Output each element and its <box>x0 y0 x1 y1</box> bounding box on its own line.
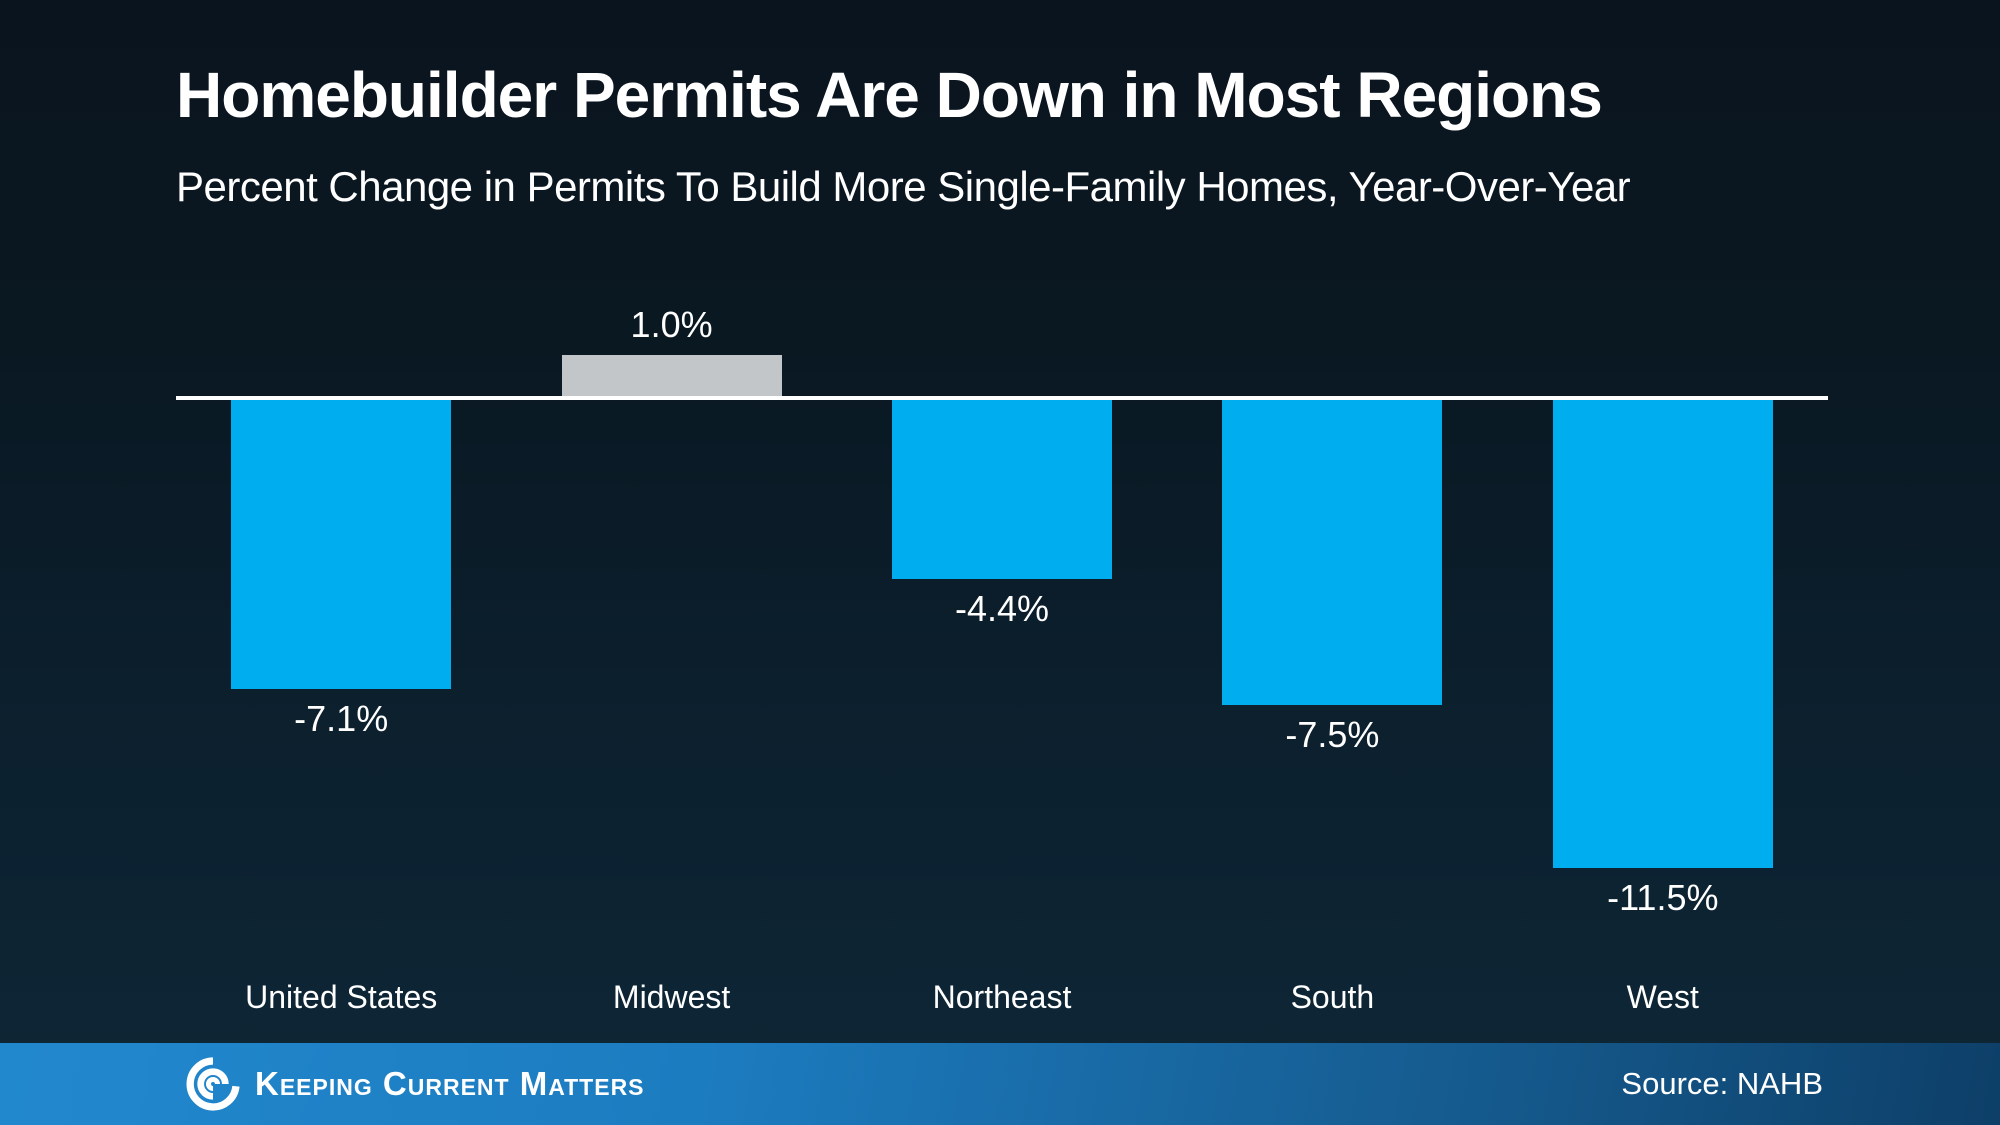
category-label-south: South <box>1290 979 1375 1015</box>
bar-northeast <box>892 400 1112 579</box>
value-label-united-states: -7.1% <box>294 698 389 739</box>
page-title: Homebuilder Permits Are Down in Most Reg… <box>176 59 1603 131</box>
kcm-swirl-icon <box>186 1057 240 1111</box>
category-label-midwest: Midwest <box>612 979 731 1015</box>
bar-midwest <box>562 355 782 396</box>
value-label-west: -11.5% <box>1607 877 1719 918</box>
brand-logo: Keeping Current Matters <box>185 1043 645 1125</box>
value-label-midwest: 1.0% <box>630 304 713 345</box>
category-label-northeast: Northeast <box>932 979 1072 1015</box>
value-label-south: -7.5% <box>1285 714 1380 755</box>
bar-united-states <box>231 400 451 689</box>
bar-south <box>1222 400 1442 705</box>
zero-axis-line <box>176 396 1828 400</box>
page-subtitle: Percent Change in Permits To Build More … <box>176 163 1631 210</box>
value-label-northeast: -4.4% <box>954 588 1050 629</box>
footer-bar: Keeping Current Matters Source: NAHB <box>0 1043 2000 1125</box>
category-label-west: West <box>1626 979 1699 1015</box>
brand-name: Keeping Current Matters <box>255 1065 645 1102</box>
bar-west <box>1553 400 1773 868</box>
source-attribution: Source: NAHB <box>1621 1066 1823 1101</box>
category-label-united-states: United States <box>245 979 438 1015</box>
